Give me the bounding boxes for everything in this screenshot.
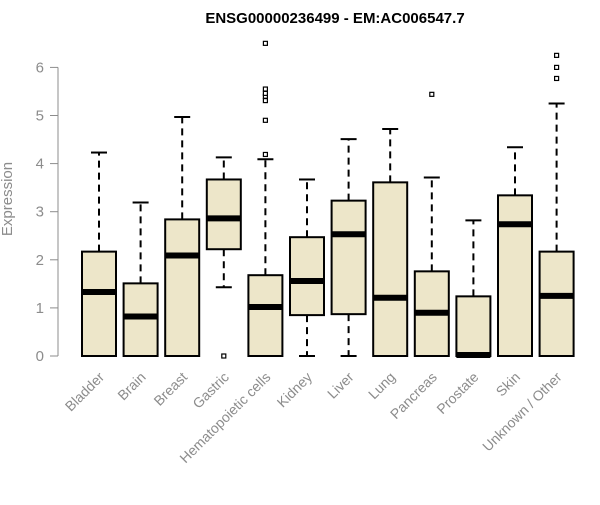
x-tick-label-skin: Skin <box>493 369 524 400</box>
y-tick-label: 6 <box>36 59 44 76</box>
box-pancreas <box>413 91 450 357</box>
iqr-box <box>81 250 117 357</box>
x-tick-label-prostate: Prostate <box>433 369 481 417</box>
outlier-point <box>262 117 268 123</box>
x-tick-label-liver: Liver <box>324 369 357 402</box>
outlier-point <box>553 75 560 82</box>
iqr-box <box>205 178 242 251</box>
x-tick-label-unknown-other: Unknown / Other <box>479 369 565 455</box>
box-skin <box>497 146 533 357</box>
x-tick-label-kidney: Kidney <box>274 369 316 411</box>
outlier-point <box>553 64 560 71</box>
box-hematopoietic-cells <box>247 40 284 357</box>
iqr-box <box>247 274 284 357</box>
box-breast <box>164 115 201 357</box>
outlier-point <box>221 353 227 359</box>
x-tick-label-bladder: Bladder <box>62 369 108 415</box>
box-liver <box>330 138 367 357</box>
y-tick-label: 0 <box>36 348 44 365</box>
box-bladder <box>81 151 117 357</box>
x-tick-label-brain: Brain <box>114 369 148 403</box>
iqr-box <box>330 199 367 316</box>
y-tick-label: 2 <box>36 252 44 269</box>
y-tick-label: 3 <box>36 204 44 221</box>
y-tick-label: 1 <box>36 300 44 317</box>
outlier-point <box>262 86 268 92</box>
outlier-point <box>553 52 560 58</box>
y-axis-label: Expression <box>0 162 16 236</box>
outlier-point <box>262 40 268 46</box>
iqr-box <box>538 250 575 357</box>
y-tick-label: 5 <box>36 108 44 125</box>
y-axis: 0 1 2 3 4 5 6 <box>36 59 59 365</box>
iqr-box <box>164 218 201 357</box>
iqr-box <box>455 295 492 357</box>
y-tick-label: 4 <box>36 156 44 173</box>
iqr-box <box>497 194 533 357</box>
outlier-point <box>429 91 435 97</box>
outlier-point <box>262 151 268 158</box>
iqr-box <box>289 236 325 317</box>
box-lung <box>372 127 409 357</box>
box-kidney <box>289 178 325 357</box>
box-prostate <box>455 219 492 359</box>
iqr-box <box>372 181 409 357</box>
x-tick-label-lung: Lung <box>365 369 398 402</box>
box-unknown-other <box>538 52 575 357</box>
x-tick-label-breast: Breast <box>150 369 190 409</box>
outlier-point <box>262 90 268 96</box>
box-gastric <box>205 156 242 359</box>
iqr-box <box>122 282 159 357</box>
chart-title: ENSG00000236499 - EM:AC006547.7 <box>205 10 464 27</box>
box-brain <box>122 201 159 357</box>
boxes-layer <box>81 40 575 359</box>
outlier-point <box>262 97 268 104</box>
